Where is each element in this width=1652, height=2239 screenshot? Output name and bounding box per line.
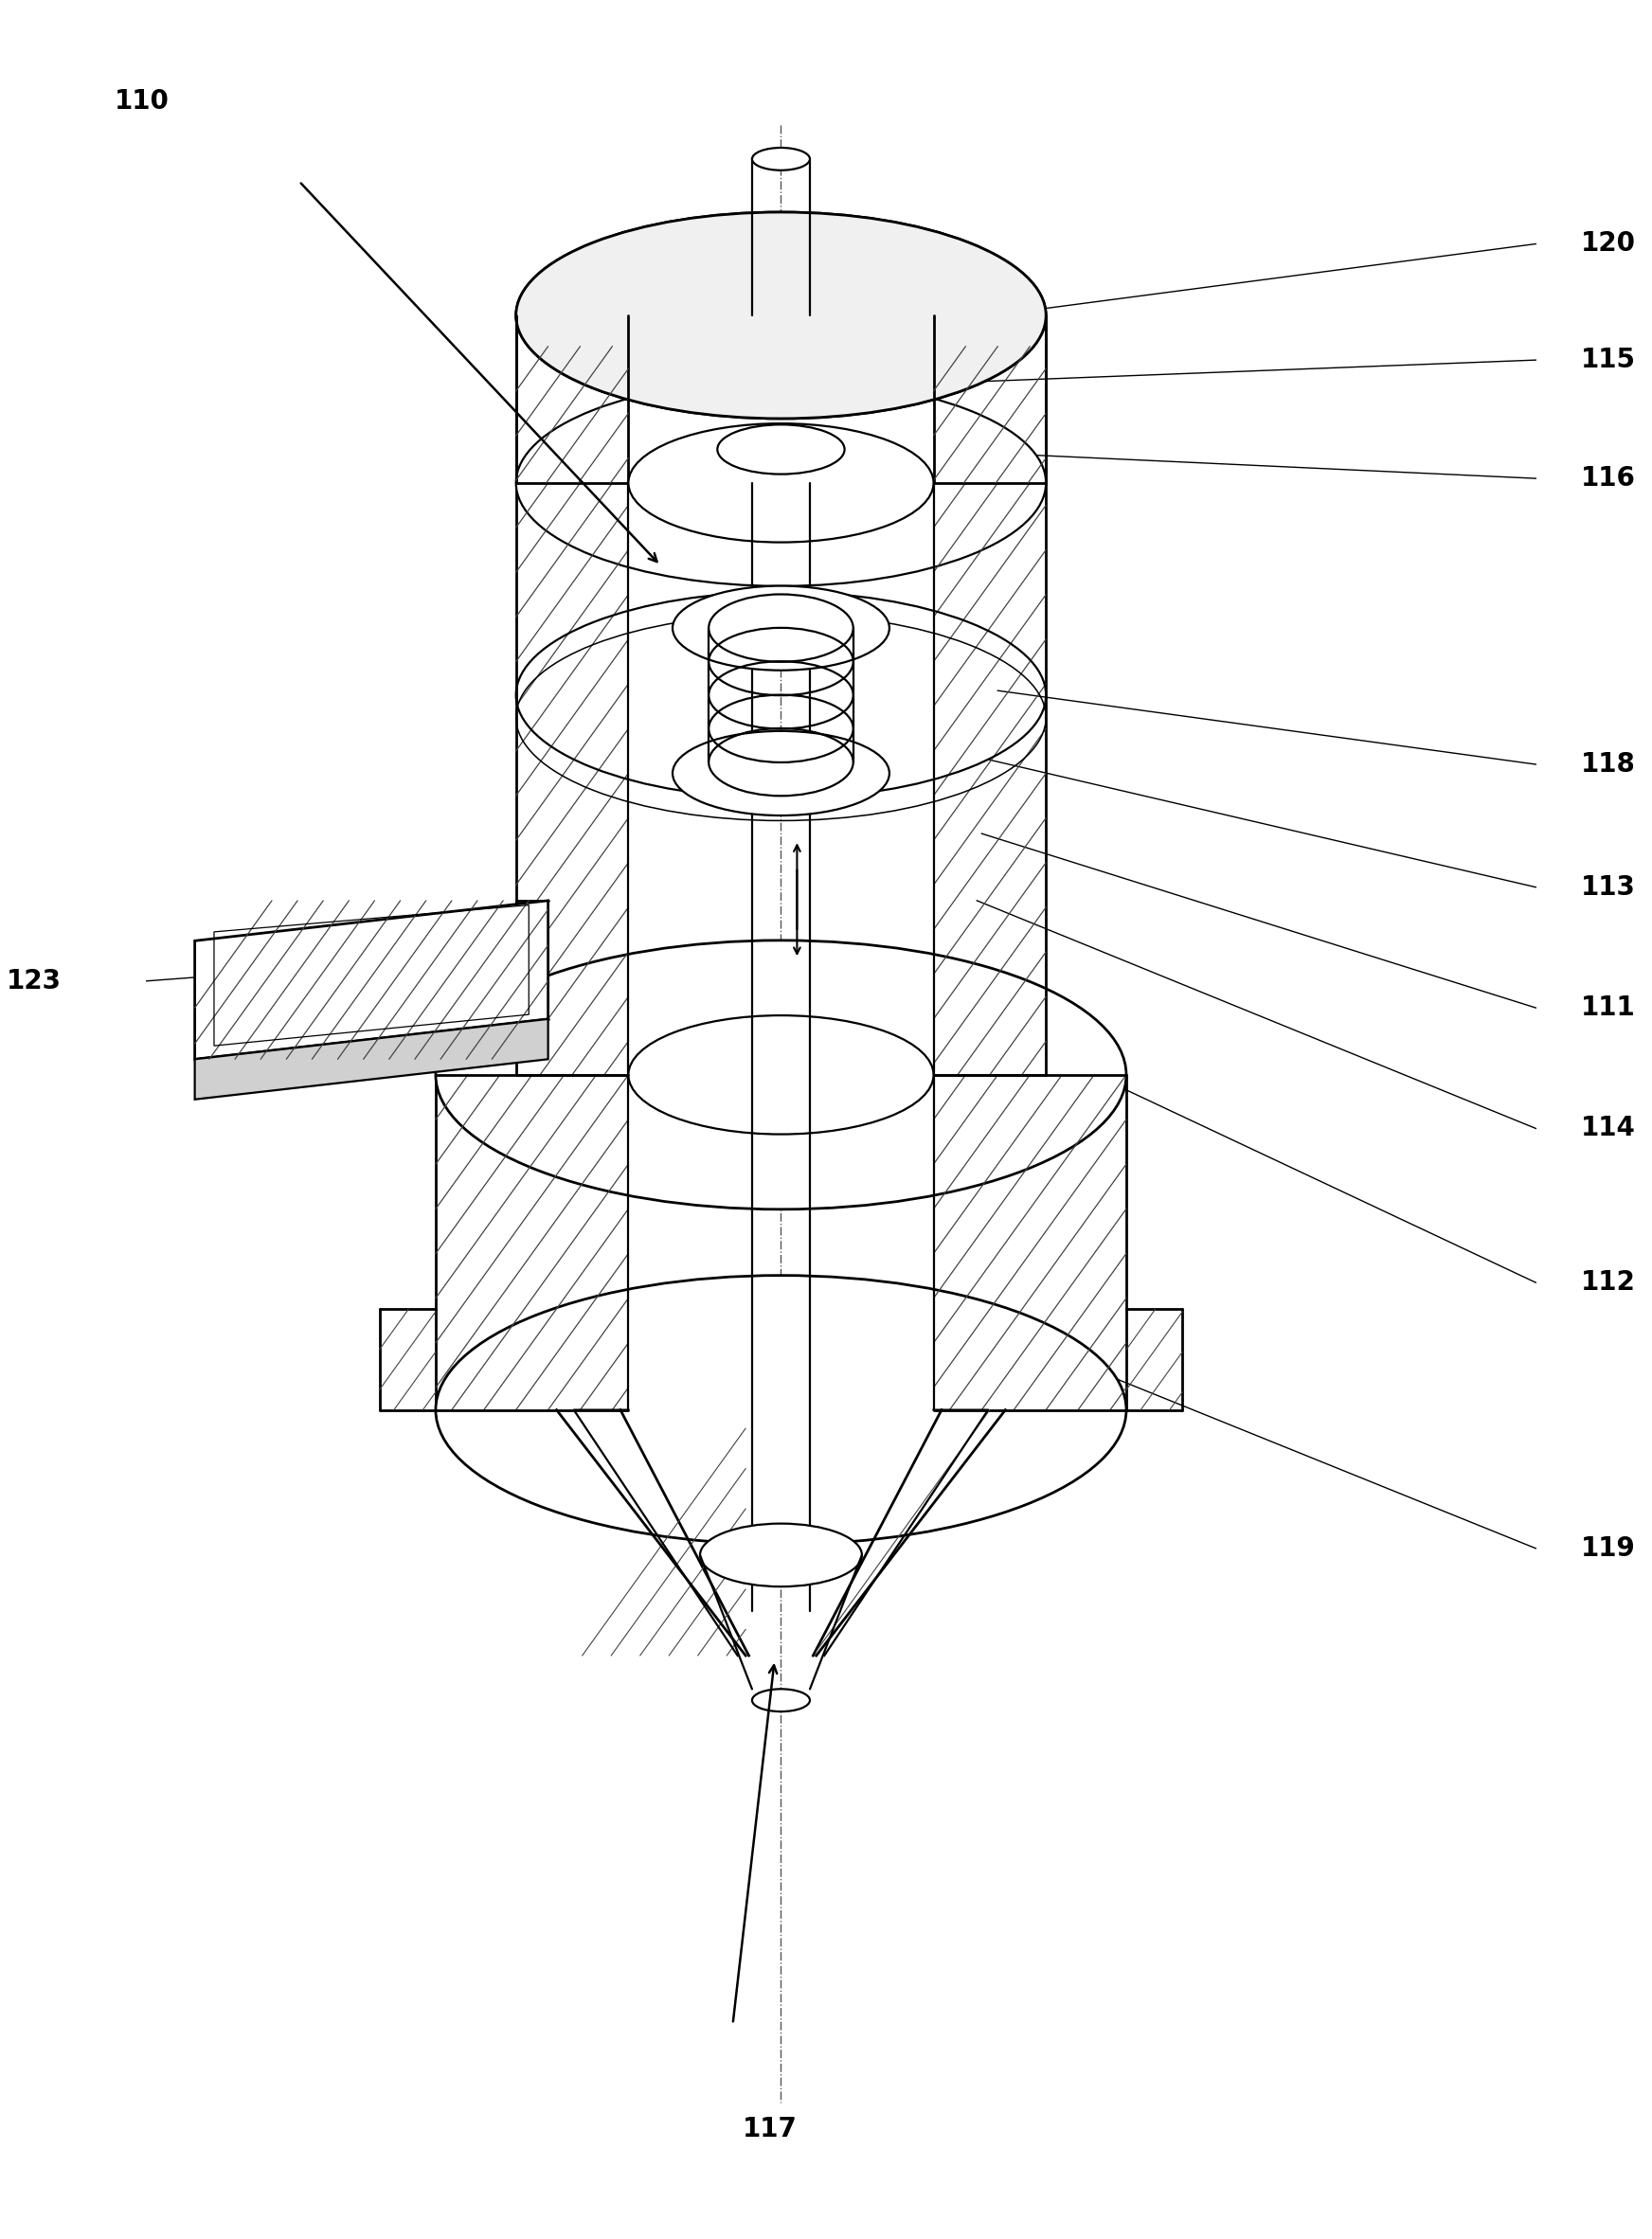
Ellipse shape [436, 1276, 1127, 1545]
Ellipse shape [752, 1688, 809, 1711]
Ellipse shape [436, 940, 1127, 1209]
Ellipse shape [752, 148, 809, 170]
Text: 119: 119 [1581, 1536, 1635, 1561]
Ellipse shape [628, 1017, 933, 1135]
Ellipse shape [515, 381, 1046, 587]
Text: 112: 112 [1581, 1270, 1635, 1296]
Ellipse shape [515, 213, 1046, 419]
Ellipse shape [672, 587, 889, 669]
Ellipse shape [515, 972, 1046, 1178]
Text: 111: 111 [1581, 994, 1635, 1021]
Text: 123: 123 [7, 967, 61, 994]
Text: 117: 117 [742, 2116, 798, 2143]
Text: 114: 114 [1581, 1115, 1635, 1142]
Ellipse shape [717, 425, 844, 475]
Text: 110: 110 [114, 87, 169, 114]
Text: 116: 116 [1581, 466, 1635, 493]
Text: 120: 120 [1581, 231, 1635, 257]
Ellipse shape [672, 732, 889, 815]
Ellipse shape [700, 1523, 862, 1587]
Text: 113: 113 [1581, 873, 1635, 900]
Ellipse shape [515, 213, 1046, 419]
Polygon shape [195, 900, 548, 1059]
Polygon shape [195, 1019, 548, 1099]
Text: 118: 118 [1581, 750, 1635, 777]
Ellipse shape [628, 423, 933, 542]
Text: 115: 115 [1581, 347, 1635, 374]
